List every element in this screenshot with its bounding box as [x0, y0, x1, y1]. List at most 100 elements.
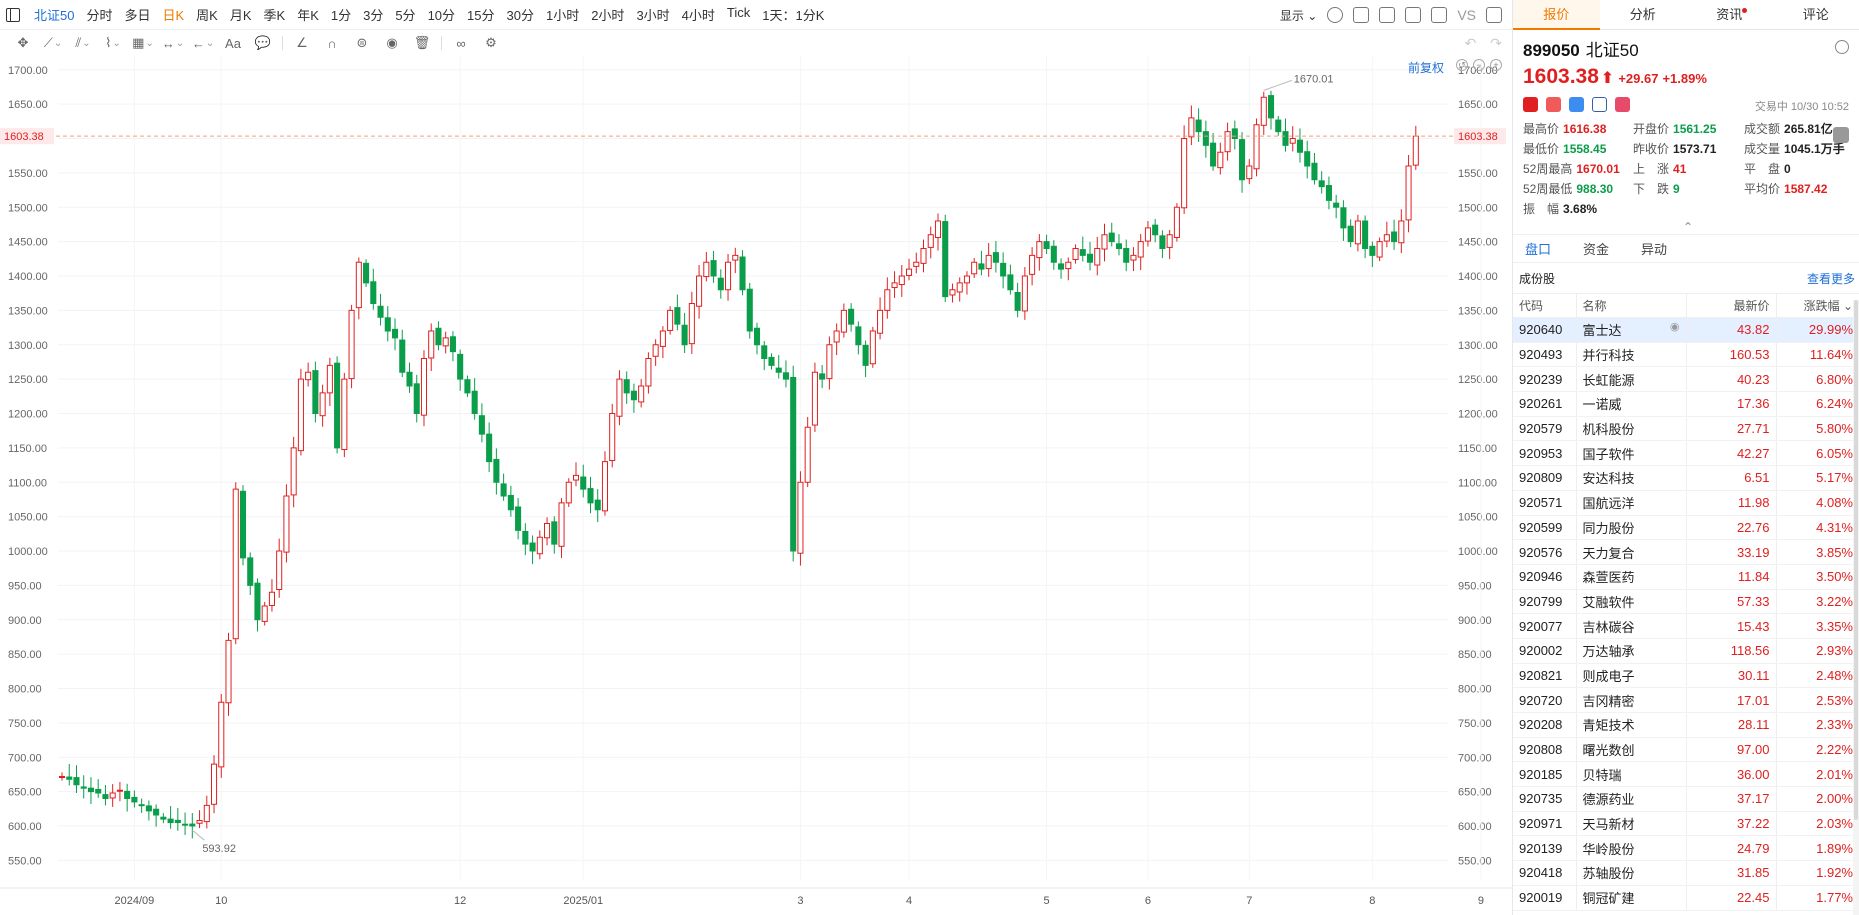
- table-row[interactable]: 920571 国航远洋 11.98 4.08%: [1513, 490, 1859, 516]
- fullscreen-icon[interactable]: [1431, 7, 1448, 23]
- symbol-selector[interactable]: 北证50: [34, 8, 75, 23]
- table-row[interactable]: 920139 华岭股份 24.79 1.89%: [1513, 835, 1859, 862]
- period-10[interactable]: 10分: [427, 8, 456, 23]
- polyline-icon[interactable]: ⌇: [102, 34, 124, 52]
- fuquan-toggle[interactable]: 前复权: [1408, 61, 1445, 75]
- camera-icon[interactable]: [1379, 7, 1396, 23]
- table-row[interactable]: 920971 天马新材 37.22 2.03%: [1513, 811, 1859, 837]
- period-16[interactable]: 4小时: [681, 8, 715, 23]
- angle-icon[interactable]: ∠: [296, 35, 308, 50]
- period-12[interactable]: 30分: [506, 8, 534, 23]
- table-row[interactable]: 920579 机科股份 27.71 5.80%: [1513, 416, 1859, 442]
- gear-icon[interactable]: [1835, 40, 1849, 54]
- candle-body: [768, 356, 775, 366]
- text-tool-icon[interactable]: Aa: [225, 35, 241, 51]
- hot-icon[interactable]: [1546, 97, 1561, 112]
- channel-icon[interactable]: ⫽: [72, 34, 94, 52]
- sub-tab-0[interactable]: 盘口: [1525, 242, 1552, 257]
- period-15[interactable]: 3小时: [636, 8, 670, 23]
- table-row[interactable]: 920953 国子软件 42.27 6.05%: [1513, 440, 1859, 467]
- col-pct[interactable]: 涨跌幅 ⌄: [1775, 293, 1859, 318]
- display-menu[interactable]: 显示 ⌄: [1279, 8, 1318, 23]
- kline-chart[interactable]: 550.00 550.00 600.00 600.00 650.00 650.00 700.…: [0, 56, 1512, 915]
- period-0[interactable]: 分时: [86, 8, 113, 23]
- redo-icon[interactable]: ↷: [1490, 34, 1502, 51]
- panel-toggle-icon[interactable]: [1486, 7, 1502, 23]
- favorite-icon[interactable]: [1615, 97, 1630, 112]
- col-code[interactable]: 代码: [1513, 293, 1576, 318]
- doc-icon[interactable]: [1592, 97, 1607, 112]
- table-row[interactable]: 920239 长虹能源 40.23 6.80%: [1513, 366, 1859, 393]
- period-7[interactable]: 1分: [330, 8, 352, 23]
- sub-tab-1[interactable]: 资金: [1583, 242, 1610, 257]
- table-row[interactable]: 920720 吉冈精密 17.01 2.53%: [1513, 687, 1859, 713]
- table-row[interactable]: 920493 并行科技 160.53 11.64%: [1513, 342, 1859, 368]
- period-4[interactable]: 月K: [229, 8, 252, 23]
- reset-icon[interactable]: ↺: [1456, 59, 1468, 71]
- sub-tab-2[interactable]: 异动: [1641, 242, 1668, 257]
- tag-icon[interactable]: [1569, 97, 1584, 112]
- measure-icon[interactable]: ↔: [162, 34, 184, 52]
- period-11[interactable]: 15分: [467, 8, 495, 23]
- table-row[interactable]: 920809 安达科技 6.51 5.17%: [1513, 465, 1859, 491]
- view-more-link[interactable]: 查看更多: [1806, 271, 1855, 286]
- period-1[interactable]: 多日: [124, 8, 151, 23]
- arrow-icon[interactable]: ←: [192, 34, 214, 52]
- table-row[interactable]: 920821 则成电子 30.11 2.48%: [1513, 663, 1859, 689]
- table-row[interactable]: 920599 同力股份 22.76 4.31%: [1513, 515, 1859, 541]
- table-row[interactable]: 920808 曙光数创 97.00 2.22%: [1513, 737, 1859, 763]
- table-row[interactable]: 920640 富士达 ◉ 43.82 29.99%: [1513, 317, 1859, 343]
- table-row[interactable]: 920077 吉林碳谷 15.43 3.35%: [1513, 613, 1859, 639]
- col-name[interactable]: 名称: [1575, 293, 1686, 318]
- settings-icon[interactable]: [1327, 7, 1344, 23]
- move-cross-icon[interactable]: ✥: [17, 35, 29, 50]
- kline-svg[interactable]: 550.00 550.00 600.00 600.00 650.00 650.00 700.…: [0, 56, 1512, 915]
- table-row[interactable]: 920019 铜冠矿建 22.45 1.77%: [1513, 885, 1859, 911]
- period-18[interactable]: 1天：1分K: [762, 8, 825, 23]
- period-9[interactable]: 5分: [395, 8, 416, 23]
- period-6[interactable]: 年K: [297, 8, 319, 23]
- collapse-caret-icon[interactable]: ⌃: [1683, 220, 1694, 234]
- panel-tab-2[interactable]: 资讯: [1686, 0, 1773, 29]
- period-3[interactable]: 周K: [196, 8, 218, 23]
- period-2[interactable]: 日K: [162, 8, 185, 23]
- period-13[interactable]: 1小时: [545, 8, 580, 23]
- table-row[interactable]: 920799 艾融软件 57.33 3.22%: [1513, 589, 1859, 615]
- lock-icon[interactable]: ⊜: [356, 35, 368, 50]
- trash-icon[interactable]: 🗑: [413, 35, 431, 50]
- comment-icon[interactable]: 💬: [254, 35, 272, 50]
- table-row[interactable]: 920576 天力复合 33.19 3.85%: [1513, 539, 1859, 565]
- trend-line-icon[interactable]: ⟋: [42, 34, 64, 52]
- period-17[interactable]: Tick: [726, 5, 751, 20]
- vs-compare-button[interactable]: VS: [1457, 7, 1476, 23]
- draw-settings-icon[interactable]: ⚙: [485, 35, 497, 50]
- table-row[interactable]: 920185 贝特瑞 36.00 2.01%: [1513, 761, 1859, 788]
- col-price[interactable]: 最新价: [1685, 293, 1776, 318]
- period-14[interactable]: 2小时: [591, 8, 625, 23]
- row-name-cell: 国子软件: [1575, 440, 1686, 467]
- eye-icon[interactable]: ◉: [386, 35, 398, 50]
- draw-pen-icon[interactable]: [1405, 7, 1422, 23]
- table-row[interactable]: 920735 德源药业 37.17 2.00%: [1513, 786, 1859, 812]
- panel-tab-3[interactable]: 评论: [1773, 0, 1859, 29]
- fib-icon[interactable]: ▦: [132, 34, 154, 52]
- panel-tab-1[interactable]: 分析: [1600, 0, 1687, 29]
- layout-icon[interactable]: [1353, 7, 1370, 23]
- table-row[interactable]: 920261 一诺威 17.36 6.24%: [1513, 391, 1859, 417]
- period-8[interactable]: 3分: [363, 8, 384, 23]
- zoom-out-icon[interactable]: −: [1473, 59, 1485, 71]
- zoom-in-icon[interactable]: +: [1490, 59, 1502, 71]
- undo-icon[interactable]: ↶: [1464, 34, 1477, 51]
- table-row[interactable]: 920002 万达轴承 118.56 2.93%: [1513, 638, 1859, 664]
- sidebar-toggle-icon[interactable]: [6, 7, 20, 22]
- bell-icon[interactable]: [1833, 127, 1849, 143]
- panel-scrollbar[interactable]: [1853, 300, 1859, 915]
- magnet-icon[interactable]: ∩: [327, 35, 337, 51]
- table-row[interactable]: 920418 苏轴股份 31.85 1.92%: [1513, 860, 1859, 886]
- table-row[interactable]: 920946 森萱医药 11.84 3.50%: [1513, 564, 1859, 590]
- watch-icon[interactable]: ◉: [1669, 321, 1680, 334]
- table-row[interactable]: 920208 青矩技术 28.11 2.33%: [1513, 712, 1859, 738]
- panel-tab-0[interactable]: 报价: [1513, 0, 1600, 30]
- period-5[interactable]: 季K: [263, 8, 286, 23]
- link-icon[interactable]: ∞: [456, 35, 466, 51]
